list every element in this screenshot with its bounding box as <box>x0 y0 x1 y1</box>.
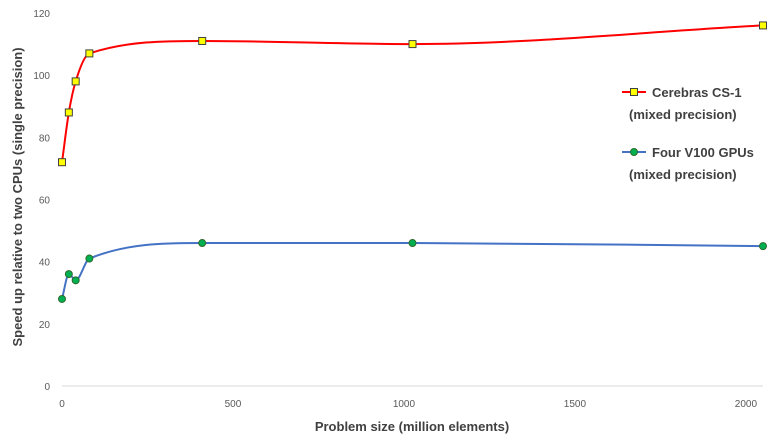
legend: Cerebras CS-1(mixed precision)Four V100 … <box>622 85 754 182</box>
x-tick-label: 500 <box>225 399 242 410</box>
data-point <box>85 254 94 263</box>
series-0 <box>58 21 767 167</box>
legend-marker-swatch <box>630 88 638 96</box>
legend-label: Four V100 GPUs <box>652 145 754 160</box>
data-point <box>198 239 207 248</box>
legend-item: Four V100 GPUs (mixed precision) <box>622 145 754 182</box>
y-tick-label: 100 <box>33 71 50 82</box>
y-tick-label: 120 <box>33 9 50 20</box>
y-axis-title: Speed up relative to two CPUs (single pr… <box>10 47 25 346</box>
legend-item: Cerebras CS-1 (mixed precision) <box>622 85 742 122</box>
x-tick-label: 1500 <box>564 399 587 410</box>
x-tick-label: 0 <box>59 399 65 410</box>
x-tick-label: 2000 <box>735 399 758 410</box>
data-point <box>759 21 767 30</box>
data-point <box>408 239 417 248</box>
data-point <box>71 276 80 285</box>
y-tick-label: 40 <box>39 258 51 269</box>
data-point <box>58 294 66 303</box>
series-line <box>61 24 764 163</box>
series-layer <box>58 21 767 303</box>
series-line <box>61 242 764 300</box>
legend-label: (mixed precision) <box>629 107 737 122</box>
y-tick-label: 80 <box>39 133 51 144</box>
y-tick-label: 20 <box>39 320 51 331</box>
data-point <box>198 36 207 45</box>
data-point <box>759 242 767 251</box>
x-tick-label: 1000 <box>393 399 416 410</box>
legend-label: Cerebras CS-1 <box>652 85 742 100</box>
data-point <box>85 49 94 58</box>
x-axis-ticks: 0 500 1000 1500 2000 <box>59 399 757 410</box>
data-point <box>71 77 80 86</box>
x-axis-title: Problem size (million elements) <box>315 419 509 434</box>
data-point <box>64 270 73 279</box>
data-point <box>58 158 66 167</box>
y-axis-ticks: 0 20 40 60 80 100 120 <box>33 9 50 393</box>
data-point <box>64 108 73 117</box>
y-tick-label: 60 <box>39 196 51 207</box>
legend-marker-swatch <box>630 148 638 156</box>
legend-label: (mixed precision) <box>629 167 737 182</box>
series-1 <box>58 239 767 303</box>
y-tick-label: 0 <box>44 382 50 393</box>
data-point <box>408 40 417 49</box>
